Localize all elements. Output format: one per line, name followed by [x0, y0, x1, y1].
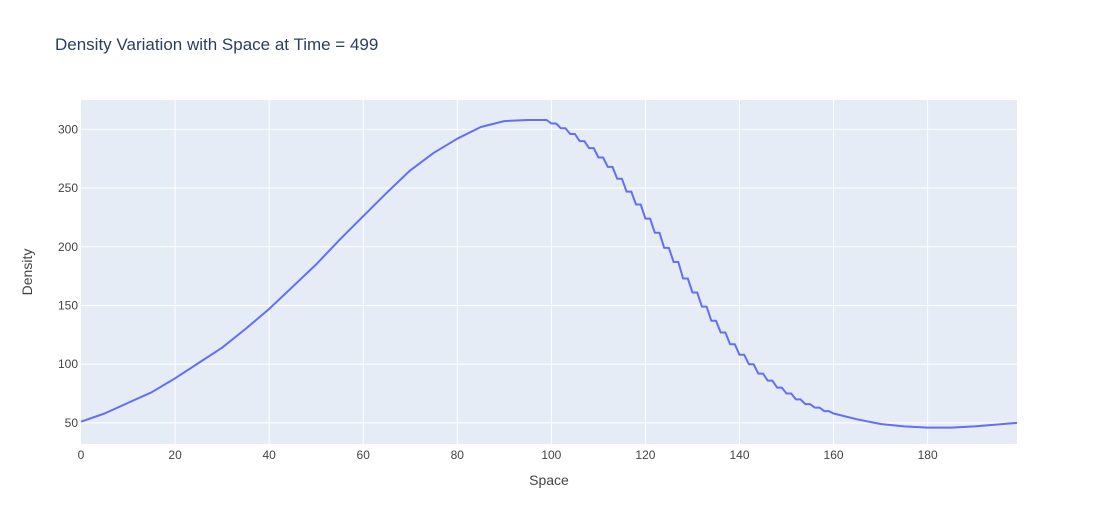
plot-area — [81, 100, 1017, 444]
x-tick-label: 120 — [635, 448, 655, 462]
grid — [81, 100, 1017, 444]
y-tick-label: 150 — [58, 298, 78, 312]
x-tick-label: 60 — [357, 448, 371, 462]
x-tick-label: 140 — [729, 448, 749, 462]
series-layer — [80, 119, 1018, 429]
x-tick-label: 40 — [262, 448, 276, 462]
x-tick-label: 100 — [541, 448, 561, 462]
x-tick-label: 180 — [918, 448, 938, 462]
y-tick-label: 100 — [58, 357, 78, 371]
y-tick-label: 200 — [58, 240, 78, 254]
y-tick-label: 50 — [65, 416, 79, 430]
density-line — [80, 119, 1018, 429]
x-tick-label: 20 — [168, 448, 182, 462]
x-tick-label: 160 — [824, 448, 844, 462]
chart-title: Density Variation with Space at Time = 4… — [55, 35, 378, 54]
tick-labels: 0 20 40 60 80 100 120 140 160 180 50 100 150 200 250 30… — [58, 122, 938, 462]
y-tick-label: 250 — [58, 181, 78, 195]
x-tick-label: 0 — [78, 448, 85, 462]
y-tick-label: 300 — [58, 122, 78, 136]
x-axis-label: Space — [529, 472, 569, 488]
y-axis-label: Density — [19, 249, 35, 296]
x-tick-label: 80 — [451, 448, 465, 462]
